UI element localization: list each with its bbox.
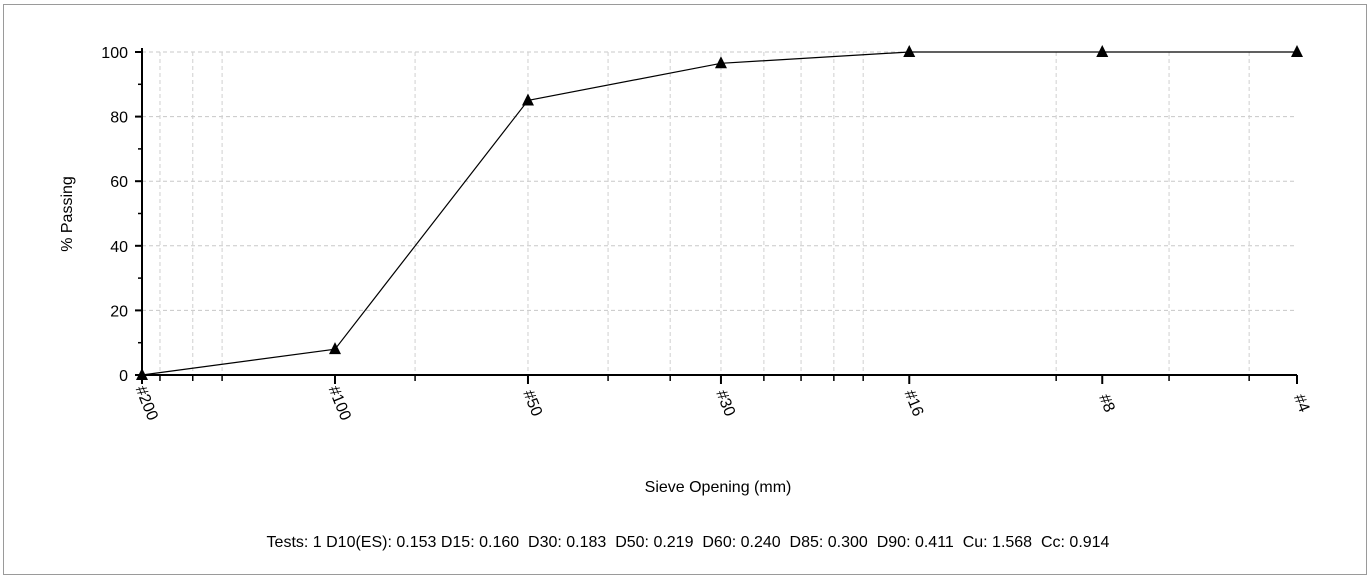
y-tick-label: 80 — [110, 110, 128, 127]
triangle-marker — [521, 93, 534, 106]
triangle-marker — [1096, 45, 1109, 57]
x-tick-label: #4 — [1290, 392, 1312, 415]
axes — [135, 48, 1298, 384]
triangle-marker — [903, 45, 916, 57]
x-tick-label: #200 — [132, 384, 161, 423]
summary-statistics: Tests: 1 D10(ES): 0.153 D15: 0.160 D30: … — [267, 534, 1110, 551]
y-tick-label: 60 — [110, 174, 128, 191]
triangle-marker — [714, 56, 727, 69]
chart-frame — [3, 4, 1367, 575]
triangle-marker — [328, 342, 341, 355]
x-tick-label: #30 — [712, 388, 738, 419]
y-tick-label: 0 — [119, 368, 128, 385]
y-tick-labels: 0 20 40 60 80 100 — [101, 45, 128, 385]
series-markers — [136, 45, 1303, 380]
x-tick-label: #8 — [1095, 392, 1117, 415]
grid-lines — [142, 51, 1297, 375]
y-tick-label: 40 — [110, 239, 128, 256]
series-line — [141, 51, 1297, 376]
y-axis-title: % Passing — [59, 176, 76, 252]
triangle-marker — [1291, 45, 1303, 57]
x-tick-label: #100 — [325, 384, 354, 423]
y-tick-label: 100 — [101, 45, 128, 62]
triangle-marker — [136, 368, 148, 380]
x-tick-label: #16 — [901, 388, 927, 419]
x-tick-labels: #200 #100 #50 #30 #16 #8 #4 — [132, 384, 1313, 423]
gradation-curve — [141, 51, 1297, 376]
y-tick-label: 20 — [110, 303, 128, 320]
x-tick-label: #50 — [519, 388, 545, 419]
x-axis-title: Sieve Opening (mm) — [645, 479, 792, 496]
